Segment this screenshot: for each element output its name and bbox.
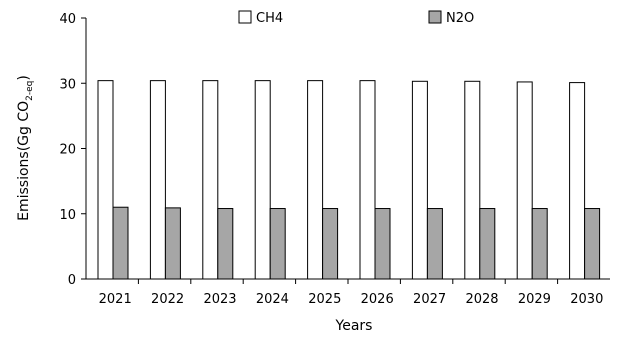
y-axis-label-subscript: 2-eq <box>25 81 35 101</box>
legend-label-ch4: CH4 <box>256 11 283 26</box>
x-axis-label: Years <box>335 318 373 334</box>
bar-n2o-2023 <box>217 208 234 280</box>
bar-ch4-2022 <box>149 80 166 280</box>
x-tick-label: 2026 <box>361 292 394 307</box>
bar-n2o-2022 <box>164 207 181 280</box>
svg-text:Emissions(Gg CO2-eq): Emissions(Gg CO2-eq) <box>16 75 35 221</box>
x-tick-label: 2021 <box>99 292 132 307</box>
legend-swatch-n2o <box>428 10 442 24</box>
x-tick-label: 2030 <box>570 292 603 307</box>
x-tick-label: 2029 <box>518 292 551 307</box>
legend: CH4 N2O <box>238 10 474 26</box>
y-tick-label: 30 <box>59 77 76 92</box>
x-tick-label: 2025 <box>308 292 341 307</box>
bar-ch4-2027 <box>411 80 428 280</box>
x-tick-label: 2028 <box>465 292 498 307</box>
bar-ch4-2025 <box>307 80 324 280</box>
bar-n2o-2030 <box>584 208 601 280</box>
bar-n2o-2026 <box>374 208 391 280</box>
bar-ch4-2026 <box>359 80 376 280</box>
bar-n2o-2029 <box>531 208 548 280</box>
bar-n2o-2028 <box>479 208 496 280</box>
legend-label-n2o: N2O <box>446 11 474 26</box>
y-tick-label: 40 <box>59 12 76 27</box>
y-axis-label-main: Emissions(Gg CO <box>16 101 32 221</box>
y-axis-label-close: ) <box>16 75 32 80</box>
y-tick-label: 20 <box>59 143 76 158</box>
bar-ch4-2029 <box>516 81 533 280</box>
y-tick-label: 0 <box>68 273 76 288</box>
bar-n2o-2027 <box>426 208 443 280</box>
bar-ch4-2028 <box>464 80 481 280</box>
bar-ch4-2021 <box>97 80 114 280</box>
x-tick-label: 2022 <box>151 292 184 307</box>
y-tick-label: 10 <box>59 208 76 223</box>
legend-swatch-ch4 <box>238 10 252 24</box>
bar-ch4-2024 <box>254 80 271 280</box>
y-axis-label: Emissions(Gg CO2-eq) <box>16 75 35 221</box>
bar-ch4-2023 <box>202 80 219 280</box>
bar-n2o-2024 <box>269 208 286 280</box>
x-tick-label: 2024 <box>256 292 289 307</box>
bar-n2o-2021 <box>112 206 129 280</box>
x-tick-label: 2023 <box>203 292 236 307</box>
x-tick-label: 2027 <box>413 292 446 307</box>
bar-ch4-2030 <box>569 82 586 280</box>
bar-n2o-2025 <box>322 208 339 280</box>
